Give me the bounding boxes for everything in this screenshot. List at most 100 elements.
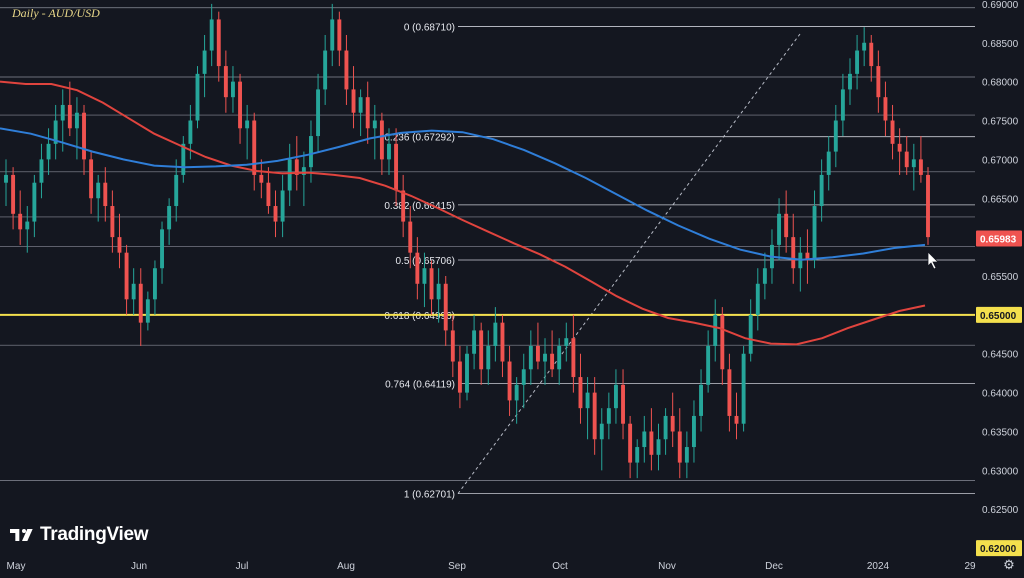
candle-body	[862, 42, 867, 51]
price-axis-tick-label: 0.67500	[982, 117, 1019, 128]
candle-body	[167, 206, 172, 230]
candle-body	[436, 283, 441, 300]
candle-body	[216, 19, 221, 67]
candle-body	[663, 415, 668, 440]
candle-body	[606, 408, 611, 424]
candle-body	[642, 431, 647, 448]
candle-body	[96, 182, 101, 199]
candle-body	[145, 299, 150, 323]
candle-body	[174, 174, 179, 207]
tradingview-logo-icon	[10, 529, 33, 541]
candle-body	[727, 369, 732, 416]
candle-body	[876, 66, 881, 98]
time-axis-label: Aug	[337, 561, 355, 572]
time-axis-label: Dec	[765, 561, 783, 572]
candle-body	[486, 345, 491, 370]
candle-body	[280, 190, 285, 222]
candle-body	[245, 120, 250, 129]
candle-body	[18, 213, 23, 230]
candle-body	[855, 50, 860, 74]
price-axis-tick-label: 0.63500	[982, 427, 1019, 438]
time-axis-label: May	[7, 561, 26, 572]
candle-body	[791, 237, 796, 269]
candle-body	[585, 392, 590, 409]
candle-body	[528, 345, 533, 370]
candle-body	[670, 415, 675, 432]
candle-body	[89, 159, 94, 199]
fib-level-label: 0.618 (0.64996)	[384, 311, 455, 322]
candle-body	[706, 345, 711, 385]
candle-body	[443, 283, 448, 331]
tradingview-logo: TradingView	[10, 524, 149, 546]
moving-average-long	[0, 80, 926, 346]
candle-body	[684, 447, 689, 463]
candle-body	[592, 392, 597, 440]
candle-body	[883, 97, 888, 121]
time-axis: May Jun Jul Aug Sep Oct Nov Dec 2024 29	[7, 561, 976, 572]
candle-body	[273, 206, 278, 222]
time-axis-label: Sep	[448, 561, 466, 572]
candle-body	[869, 42, 874, 67]
candle-body	[762, 268, 767, 284]
candle-body	[472, 330, 477, 354]
current-price-tag-box	[976, 230, 1022, 247]
candle-body	[394, 143, 399, 191]
candle-body	[259, 174, 264, 183]
candle-body	[465, 353, 469, 393]
candle-body	[408, 221, 413, 253]
time-axis-label: Jun	[131, 561, 147, 572]
candle-body	[833, 120, 838, 152]
candle-body	[387, 143, 391, 160]
candle-body	[358, 97, 363, 113]
price-axis-tick-label: 0.66500	[982, 194, 1019, 205]
moving-average-short	[0, 127, 926, 261]
candle-body	[32, 182, 37, 222]
candle-body	[571, 338, 576, 378]
candle-body	[457, 361, 462, 393]
candle-body	[337, 19, 342, 51]
candle-body	[415, 252, 420, 284]
candle-body	[110, 206, 115, 238]
candle-body	[330, 19, 335, 51]
candle-body	[138, 283, 143, 323]
candle-body	[557, 345, 562, 370]
candle-body	[848, 73, 852, 90]
candle-body	[904, 151, 909, 168]
candle-body	[301, 167, 306, 175]
candle-body	[578, 377, 583, 409]
candle-body	[656, 439, 661, 455]
price-tags: 0.65983 0.65000 0.62000	[976, 230, 1022, 557]
candle-body	[287, 159, 292, 191]
candle-body	[621, 384, 625, 424]
price-axis-tick-label: 0.67000	[982, 155, 1019, 166]
candle-body	[53, 120, 58, 144]
candle-body	[67, 104, 72, 129]
candle-body	[812, 206, 817, 261]
candle-body	[209, 19, 214, 51]
time-axis-label: Nov	[658, 561, 676, 572]
candle-body	[890, 120, 895, 144]
fib-level-label: 0 (0.68710)	[404, 22, 455, 33]
price-axis-tick-label: 0.69000	[982, 0, 1019, 11]
candle-body	[840, 89, 845, 121]
fib-level-label: 0.5 (0.65706)	[396, 256, 456, 267]
candle-body	[25, 221, 30, 230]
fib-level-label: 0.764 (0.64119)	[385, 379, 455, 390]
key-level-tag-box	[976, 306, 1022, 323]
candle-body	[543, 353, 547, 362]
candle-body	[117, 237, 122, 253]
candle-body	[294, 159, 299, 175]
candle-body	[897, 143, 902, 152]
current-price-tag-text: 0.65983	[980, 234, 1017, 245]
candle-body	[479, 330, 484, 370]
candle-body	[784, 213, 789, 238]
candle-body	[507, 361, 512, 401]
candle-body	[628, 423, 633, 463]
price-axis-tick-label: 0.62500	[982, 505, 1019, 516]
candle-body	[160, 229, 164, 269]
candle-body	[39, 159, 44, 183]
gear-icon[interactable]: ⚙	[1003, 557, 1015, 572]
candle-body	[152, 268, 157, 300]
candle-body	[223, 66, 228, 98]
